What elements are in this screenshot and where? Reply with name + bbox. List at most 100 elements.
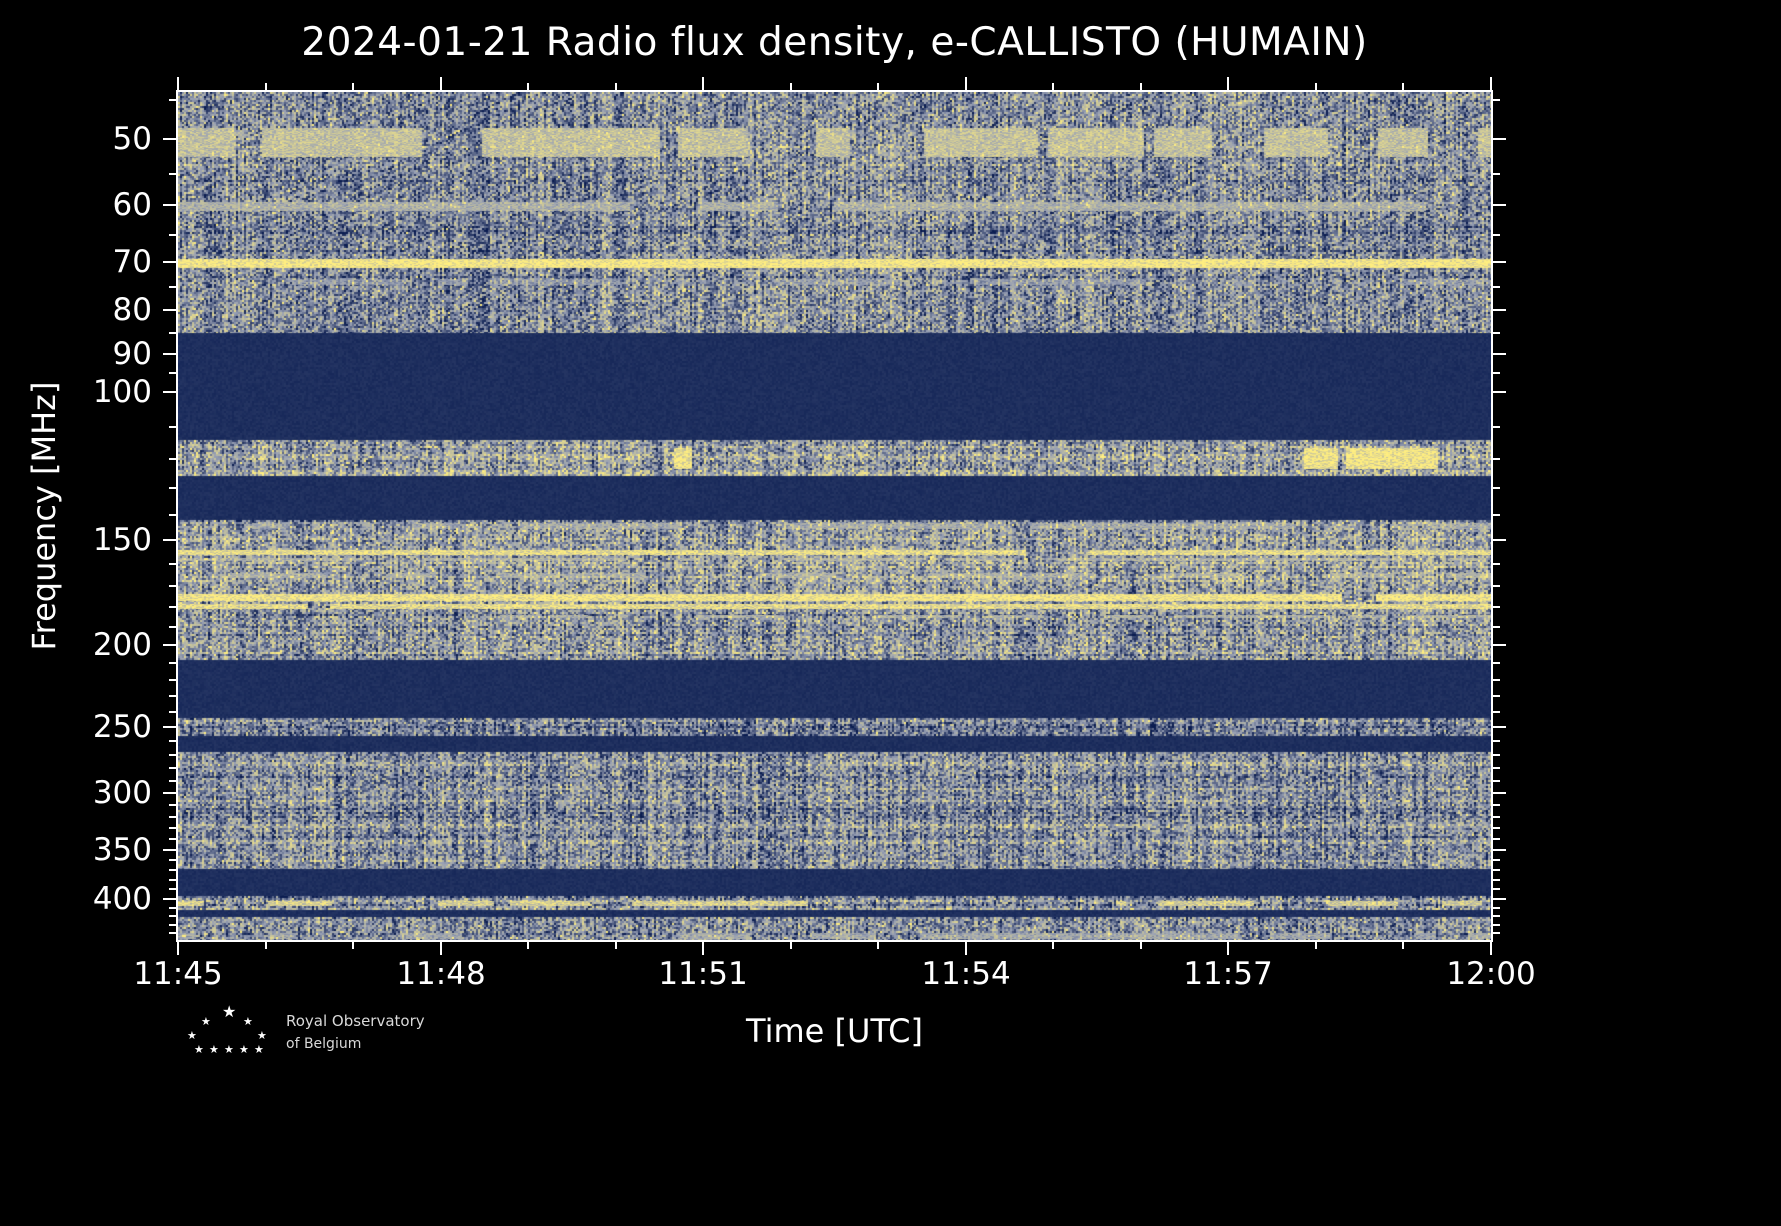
axis-tick xyxy=(169,915,176,917)
axis-tick xyxy=(1493,695,1500,697)
axis-tick xyxy=(1493,662,1500,664)
axis-tick xyxy=(1490,77,1492,90)
axis-tick xyxy=(169,372,176,374)
axis-tick xyxy=(169,99,176,101)
axis-tick xyxy=(1493,679,1500,681)
axis-tick xyxy=(1052,942,1054,949)
axis-tick xyxy=(169,626,176,628)
axis-tick xyxy=(163,898,176,900)
axis-tick xyxy=(1493,353,1506,355)
rob-star-icon: ★ xyxy=(187,1029,197,1042)
x-tick-label: 11:48 xyxy=(396,956,486,992)
axis-tick xyxy=(1140,942,1142,949)
axis-tick xyxy=(169,711,176,713)
axis-tick xyxy=(1493,173,1500,175)
spectrogram-canvas xyxy=(178,92,1491,940)
axis-tick xyxy=(169,332,176,334)
axis-tick xyxy=(265,83,267,90)
axis-tick xyxy=(163,353,176,355)
axis-tick xyxy=(169,606,176,608)
axis-tick xyxy=(1493,907,1500,909)
axis-tick xyxy=(1493,261,1506,263)
axis-tick xyxy=(702,77,704,90)
axis-tick xyxy=(163,644,176,646)
axis-tick xyxy=(169,458,176,460)
axis-tick xyxy=(169,754,176,756)
x-axis-title: Time [UTC] xyxy=(746,1012,923,1050)
rob-star-icon: ★ xyxy=(257,1029,267,1042)
axis-tick xyxy=(1493,286,1500,288)
axis-tick xyxy=(169,816,176,818)
y-tick-label: 50 xyxy=(112,121,152,157)
axis-tick xyxy=(169,563,176,565)
axis-tick xyxy=(177,942,179,955)
y-tick-label: 400 xyxy=(92,881,152,917)
axis-tick xyxy=(1493,563,1500,565)
axis-tick xyxy=(1493,539,1506,541)
rob-star-icon: ★ xyxy=(209,1043,219,1056)
axis-tick xyxy=(163,726,176,728)
y-tick-label: 100 xyxy=(92,374,152,410)
y-tick-label: 350 xyxy=(92,832,152,868)
axis-tick xyxy=(163,309,176,311)
x-tick-label: 11:54 xyxy=(921,956,1011,992)
axis-tick xyxy=(1493,888,1500,890)
axis-tick xyxy=(169,426,176,428)
axis-tick xyxy=(1493,606,1500,608)
axis-tick xyxy=(1402,942,1404,949)
axis-tick xyxy=(169,932,176,934)
axis-tick xyxy=(169,838,176,840)
axis-tick xyxy=(169,780,176,782)
axis-tick xyxy=(1493,458,1500,460)
axis-tick xyxy=(1402,83,1404,90)
axis-tick xyxy=(1493,644,1506,646)
axis-tick xyxy=(169,804,176,806)
axis-tick xyxy=(1493,859,1500,861)
y-tick-label: 250 xyxy=(92,709,152,745)
rob-logo-text: Royal Observatory of Belgium xyxy=(286,1012,425,1052)
axis-tick xyxy=(1315,83,1317,90)
axis-tick xyxy=(1493,585,1500,587)
axis-tick xyxy=(1493,932,1500,934)
axis-tick xyxy=(1493,780,1500,782)
rob-star-icon: ★ xyxy=(243,1015,253,1028)
rob-logo-line1: Royal Observatory xyxy=(286,1012,425,1030)
axis-tick xyxy=(265,942,267,949)
y-axis-title: Frequency [MHz] xyxy=(25,381,63,651)
axis-tick xyxy=(702,942,704,955)
axis-tick xyxy=(169,662,176,664)
axis-tick xyxy=(177,77,179,90)
axis-tick xyxy=(163,792,176,794)
rob-star-icon: ★ xyxy=(201,1015,211,1028)
axis-tick xyxy=(527,942,529,949)
x-tick-label: 11:57 xyxy=(1183,956,1273,992)
axis-tick xyxy=(1493,487,1500,489)
axis-tick xyxy=(615,83,617,90)
y-tick-label: 200 xyxy=(92,627,152,663)
axis-tick xyxy=(1140,83,1142,90)
rob-star-icon: ★ xyxy=(222,1002,237,1021)
axis-tick xyxy=(1493,711,1500,713)
axis-tick xyxy=(352,942,354,949)
axis-tick xyxy=(169,695,176,697)
axis-tick xyxy=(163,204,176,206)
axis-tick xyxy=(1493,827,1500,829)
axis-tick xyxy=(877,83,879,90)
axis-tick xyxy=(1493,754,1500,756)
axis-tick xyxy=(169,487,176,489)
axis-tick xyxy=(1227,77,1229,90)
axis-tick xyxy=(163,849,176,851)
axis-tick xyxy=(169,869,176,871)
rob-star-icon: ★ xyxy=(194,1043,204,1056)
axis-tick xyxy=(163,539,176,541)
axis-tick xyxy=(527,83,529,90)
axis-tick xyxy=(1493,849,1506,851)
axis-tick xyxy=(1493,138,1506,140)
axis-tick xyxy=(1493,391,1506,393)
axis-tick xyxy=(1493,309,1506,311)
axis-tick xyxy=(169,286,176,288)
axis-tick xyxy=(169,879,176,881)
axis-tick xyxy=(1493,99,1500,101)
axis-tick xyxy=(1493,816,1500,818)
axis-tick xyxy=(1493,204,1506,206)
